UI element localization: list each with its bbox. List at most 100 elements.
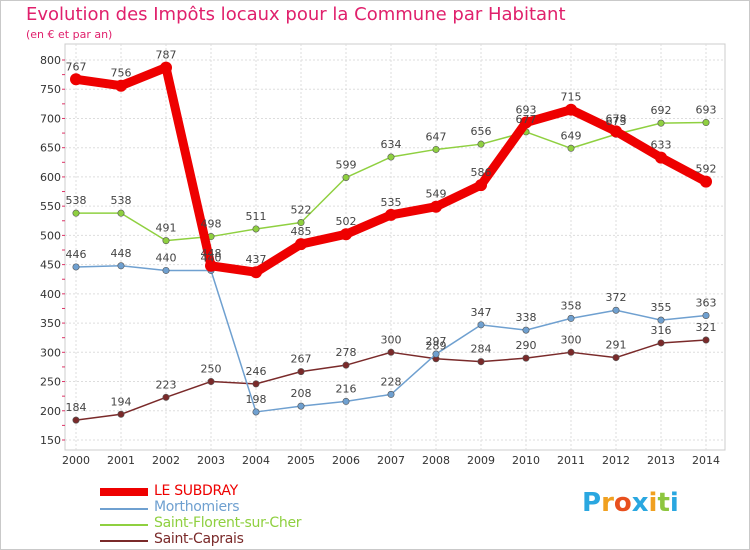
x-tick-label: 2007 — [377, 454, 405, 467]
data-point-saint-caprais — [162, 393, 170, 401]
data-label-saint-florent-sur-cher: 511 — [246, 210, 267, 223]
data-point-saint-caprais — [612, 354, 620, 362]
data-point-saint-florent-sur-cher — [387, 153, 395, 161]
data-point-saint-caprais — [297, 368, 305, 376]
data-point-saint-florent-sur-cher — [702, 119, 710, 127]
data-point-le-subdray — [295, 238, 307, 251]
x-tick-label: 2010 — [512, 454, 540, 467]
x-tick-label: 2012 — [602, 454, 630, 467]
data-label-saint-caprais: 184 — [66, 401, 87, 414]
logo-letter: P — [582, 488, 602, 518]
x-tick-label: 2014 — [692, 454, 720, 467]
data-label-morthomiers: 358 — [561, 299, 582, 312]
data-label-morthomiers: 355 — [651, 301, 672, 314]
data-point-morthomiers — [297, 402, 305, 410]
data-point-le-subdray — [700, 175, 712, 188]
data-point-saint-caprais — [567, 348, 575, 356]
data-label-le-subdray: 633 — [651, 139, 672, 152]
data-label-le-subdray: 437 — [246, 253, 267, 266]
x-tick-label: 2001 — [107, 454, 135, 467]
legend-label-saint-florent-sur-cher: Saint-Florent-sur-Cher — [154, 515, 302, 531]
data-point-saint-caprais — [522, 354, 530, 362]
data-label-saint-florent-sur-cher: 491 — [156, 222, 177, 235]
data-label-morthomiers: 198 — [246, 393, 267, 406]
data-point-saint-caprais — [252, 380, 260, 388]
data-label-saint-florent-sur-cher: 498 — [201, 218, 222, 231]
y-tick-label: 450 — [40, 259, 61, 272]
data-label-morthomiers: 363 — [696, 296, 717, 309]
y-tick-label: 350 — [40, 317, 61, 330]
data-label-le-subdray: 448 — [201, 247, 222, 260]
x-tick-label: 2013 — [647, 454, 675, 467]
data-point-morthomiers — [162, 266, 170, 274]
data-label-le-subdray: 693 — [516, 104, 537, 117]
chart-subtitle: (en € et par an) — [26, 28, 113, 41]
data-label-le-subdray: 485 — [291, 225, 312, 238]
data-label-saint-caprais: 321 — [696, 321, 717, 334]
data-point-saint-florent-sur-cher — [162, 237, 170, 245]
data-point-morthomiers — [252, 408, 260, 416]
data-point-saint-caprais — [117, 410, 125, 418]
data-label-morthomiers: 208 — [291, 387, 312, 400]
data-point-morthomiers — [567, 314, 575, 322]
data-label-saint-caprais: 246 — [246, 365, 267, 378]
legend-swatch-le-subdray — [100, 488, 148, 496]
legend-swatch-saint-florent-sur-cher — [100, 524, 148, 526]
data-label-saint-caprais: 300 — [381, 333, 402, 346]
x-tick-label: 2006 — [332, 454, 360, 467]
data-point-saint-florent-sur-cher — [432, 145, 440, 153]
data-point-le-subdray — [340, 228, 352, 241]
data-label-morthomiers: 440 — [201, 251, 222, 264]
legend-item-le-subdray: LE SUBDRAY — [100, 483, 360, 501]
x-tick-label: 2000 — [62, 454, 90, 467]
data-label-saint-caprais: 316 — [651, 324, 672, 337]
y-tick-label: 650 — [40, 142, 61, 155]
y-tick-label: 600 — [40, 171, 61, 184]
data-point-le-subdray — [70, 73, 82, 86]
logo-letter: x — [631, 488, 649, 518]
data-point-saint-caprais — [702, 336, 710, 344]
data-point-morthomiers — [387, 390, 395, 398]
data-label-saint-caprais: 223 — [156, 378, 177, 391]
data-point-saint-caprais — [387, 348, 395, 356]
y-tick-label: 200 — [40, 405, 61, 418]
data-label-saint-florent-sur-cher: 649 — [561, 129, 582, 142]
logo-letter: i — [648, 488, 658, 518]
data-label-le-subdray: 678 — [606, 112, 627, 125]
data-label-saint-florent-sur-cher: 599 — [336, 159, 357, 172]
data-label-saint-florent-sur-cher: 693 — [696, 104, 717, 117]
y-tick-label: 500 — [40, 229, 61, 242]
data-point-morthomiers — [612, 306, 620, 314]
chart-title: Evolution des Impôts locaux pour la Comm… — [26, 4, 566, 25]
y-tick-label: 700 — [40, 112, 61, 125]
legend-item-saint-florent-sur-cher: Saint-Florent-sur-Cher — [100, 515, 360, 533]
data-point-saint-florent-sur-cher — [477, 140, 485, 148]
logo-letter: i — [669, 488, 679, 518]
data-point-saint-florent-sur-cher — [72, 209, 80, 217]
data-point-morthomiers — [522, 326, 530, 334]
data-label-morthomiers: 446 — [66, 248, 87, 261]
data-label-saint-caprais: 300 — [561, 333, 582, 346]
proxiti-logo: Proxiti — [582, 488, 679, 518]
data-label-le-subdray: 787 — [156, 49, 177, 62]
data-point-saint-caprais — [72, 416, 80, 424]
data-label-morthomiers: 338 — [516, 311, 537, 324]
x-tick-label: 2004 — [242, 454, 270, 467]
data-point-le-subdray — [565, 103, 577, 116]
x-tick-label: 2008 — [422, 454, 450, 467]
data-point-saint-florent-sur-cher — [567, 144, 575, 152]
data-label-morthomiers: 440 — [156, 251, 177, 264]
data-point-le-subdray — [115, 79, 127, 92]
data-point-morthomiers — [702, 311, 710, 319]
data-label-saint-florent-sur-cher: 538 — [111, 194, 132, 207]
data-point-morthomiers — [657, 316, 665, 324]
data-label-morthomiers: 216 — [336, 382, 357, 395]
data-label-saint-caprais: 289 — [426, 340, 447, 353]
data-point-saint-florent-sur-cher — [252, 225, 260, 233]
data-label-saint-florent-sur-cher: 647 — [426, 130, 447, 143]
y-tick-label: 150 — [40, 434, 61, 447]
data-point-le-subdray — [385, 208, 397, 221]
data-label-le-subdray: 502 — [336, 215, 357, 228]
data-point-le-subdray — [160, 61, 172, 74]
